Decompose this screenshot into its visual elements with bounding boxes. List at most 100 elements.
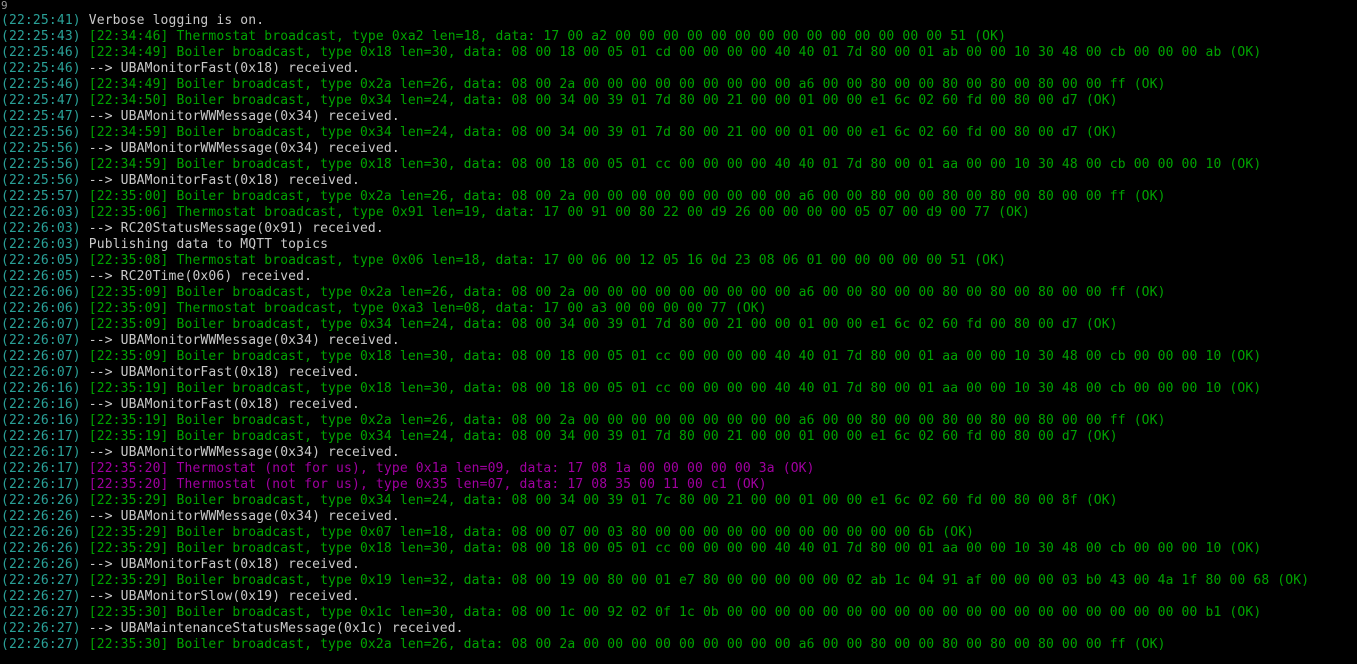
log-line: (22:26:06) [22:35:09] Boiler broadcast, … (0, 285, 1357, 301)
log-timestamp: (22:25:56) (1, 141, 89, 156)
log-timestamp: (22:26:17) (1, 461, 89, 476)
log-timestamp: (22:26:07) (1, 365, 89, 380)
log-line: (22:26:26) [22:35:29] Boiler broadcast, … (0, 525, 1357, 541)
log-line: (22:26:06) [22:35:09] Thermostat broadca… (0, 301, 1357, 317)
log-timestamp: (22:25:41) (1, 13, 89, 28)
log-timestamp: (22:25:57) (1, 189, 89, 204)
log-timestamp: (22:26:16) (1, 413, 89, 428)
log-message: Verbose logging is on. (88, 13, 265, 28)
log-line: (22:26:27) [22:35:30] Boiler broadcast, … (0, 605, 1357, 621)
log-message: [22:35:09] Boiler broadcast, type 0x18 l… (88, 349, 1262, 364)
log-message: [22:35:29] Boiler broadcast, type 0x19 l… (88, 573, 1310, 588)
log-timestamp: (22:25:46) (1, 45, 89, 60)
log-line: (22:26:26) --> UBAMonitorFast(0x18) rece… (0, 557, 1357, 573)
log-message: --> UBAMonitorWWMessage(0x34) received. (88, 109, 400, 124)
log-message: [22:35:30] Boiler broadcast, type 0x2a l… (88, 637, 1166, 652)
log-line: (22:26:07) --> UBAMonitorWWMessage(0x34)… (0, 333, 1357, 349)
log-line: (22:25:56) [22:34:59] Boiler broadcast, … (0, 157, 1357, 173)
log-message: [22:34:49] Boiler broadcast, type 0x2a l… (88, 77, 1166, 92)
log-message: --> UBAMaintenanceStatusMessage(0x1c) re… (88, 621, 464, 636)
log-message: --> UBAMonitorWWMessage(0x34) received. (88, 333, 400, 348)
log-timestamp: (22:26:27) (1, 605, 89, 620)
log-message: --> UBAMonitorFast(0x18) received. (88, 397, 360, 412)
log-line: (22:26:16) [22:35:19] Boiler broadcast, … (0, 413, 1357, 429)
log-message: Publishing data to MQTT topics (88, 237, 329, 252)
log-line: (22:26:03) --> RC20StatusMessage(0x91) r… (0, 221, 1357, 237)
log-timestamp: (22:26:26) (1, 509, 89, 524)
log-line: (22:25:46) [22:34:49] Boiler broadcast, … (0, 77, 1357, 93)
log-timestamp: (22:26:27) (1, 621, 89, 636)
log-timestamp: (22:25:47) (1, 109, 89, 124)
log-message: [22:35:29] Boiler broadcast, type 0x18 l… (88, 541, 1262, 556)
log-timestamp: (22:26:27) (1, 573, 89, 588)
log-line: (22:26:27) --> UBAMonitorSlow(0x19) rece… (0, 589, 1357, 605)
log-timestamp: (22:26:07) (1, 349, 89, 364)
log-timestamp: (22:26:05) (1, 269, 89, 284)
log-message: [22:35:30] Boiler broadcast, type 0x1c l… (88, 605, 1262, 620)
log-message: --> UBAMonitorFast(0x18) received. (88, 173, 360, 188)
log-timestamp: (22:26:26) (1, 541, 89, 556)
log-line: (22:25:56) --> UBAMonitorWWMessage(0x34)… (0, 141, 1357, 157)
log-line: (22:26:17) [22:35:19] Boiler broadcast, … (0, 429, 1357, 445)
log-timestamp: (22:26:26) (1, 493, 89, 508)
log-line: (22:26:26) [22:35:29] Boiler broadcast, … (0, 493, 1357, 509)
log-message: --> UBAMonitorFast(0x18) received. (88, 557, 360, 572)
log-line: (22:26:17) --> UBAMonitorWWMessage(0x34)… (0, 445, 1357, 461)
log-message: [22:35:29] Boiler broadcast, type 0x07 l… (88, 525, 975, 540)
log-line: (22:25:56) [22:34:59] Boiler broadcast, … (0, 125, 1357, 141)
log-line: (22:25:56) --> UBAMonitorFast(0x18) rece… (0, 173, 1357, 189)
log-line: (22:26:03) [22:35:06] Thermostat broadca… (0, 205, 1357, 221)
log-message: [22:35:19] Boiler broadcast, type 0x34 l… (88, 429, 1118, 444)
log-message: [22:35:08] Thermostat broadcast, type 0x… (88, 253, 1007, 268)
log-message: [22:35:09] Thermostat broadcast, type 0x… (88, 301, 767, 316)
log-timestamp: (22:25:43) (1, 29, 89, 44)
log-message: --> UBAMonitorFast(0x18) received. (88, 365, 360, 380)
log-line: (22:25:47) [22:34:50] Boiler broadcast, … (0, 93, 1357, 109)
log-timestamp: (22:25:46) (1, 61, 89, 76)
log-line: (22:25:46) --> UBAMonitorFast(0x18) rece… (0, 61, 1357, 77)
log-line: (22:26:05) [22:35:08] Thermostat broadca… (0, 253, 1357, 269)
log-line: (22:25:46) [22:34:49] Boiler broadcast, … (0, 45, 1357, 61)
log-message: --> UBAMonitorWWMessage(0x34) received. (88, 445, 400, 460)
log-timestamp: (22:26:16) (1, 381, 89, 396)
log-line: (22:26:05) --> RC20Time(0x06) received. (0, 269, 1357, 285)
log-message: --> UBAMonitorWWMessage(0x34) received. (88, 509, 400, 524)
log-message: --> RC20Time(0x06) received. (88, 269, 313, 284)
log-line: (22:25:41) Verbose logging is on. (0, 13, 1357, 29)
scrollback-artifact-glyph: 9 (1, 0, 8, 12)
log-timestamp: (22:26:06) (1, 301, 89, 316)
log-timestamp: (22:26:17) (1, 477, 89, 492)
terminal-log: (22:25:41) Verbose logging is on. (22:25… (0, 13, 1357, 653)
log-message: [22:34:46] Thermostat broadcast, type 0x… (88, 29, 1007, 44)
log-timestamp: (22:25:56) (1, 157, 89, 172)
log-message: [22:35:29] Boiler broadcast, type 0x34 l… (88, 493, 1118, 508)
log-timestamp: (22:26:16) (1, 397, 89, 412)
log-message: [22:34:49] Boiler broadcast, type 0x18 l… (88, 45, 1262, 60)
log-timestamp: (22:26:05) (1, 253, 89, 268)
log-line: (22:26:27) [22:35:30] Boiler broadcast, … (0, 637, 1357, 653)
log-timestamp: (22:26:06) (1, 285, 89, 300)
log-timestamp: (22:26:27) (1, 637, 89, 652)
log-line: (22:25:57) [22:35:00] Boiler broadcast, … (0, 189, 1357, 205)
log-timestamp: (22:25:56) (1, 173, 89, 188)
log-message: [22:35:09] Boiler broadcast, type 0x2a l… (88, 285, 1166, 300)
log-line: (22:26:16) --> UBAMonitorFast(0x18) rece… (0, 397, 1357, 413)
log-timestamp: (22:26:17) (1, 445, 89, 460)
log-timestamp: (22:26:26) (1, 525, 89, 540)
log-line: (22:26:16) [22:35:19] Boiler broadcast, … (0, 381, 1357, 397)
log-timestamp: (22:26:26) (1, 557, 89, 572)
log-timestamp: (22:26:07) (1, 317, 89, 332)
log-line: (22:26:07) [22:35:09] Boiler broadcast, … (0, 349, 1357, 365)
log-timestamp: (22:26:03) (1, 221, 89, 236)
log-timestamp: (22:26:03) (1, 205, 89, 220)
log-line: (22:26:26) --> UBAMonitorWWMessage(0x34)… (0, 509, 1357, 525)
log-timestamp: (22:25:47) (1, 93, 89, 108)
log-timestamp: (22:25:46) (1, 77, 89, 92)
log-line: (22:26:17) [22:35:20] Thermostat (not fo… (0, 477, 1357, 493)
log-timestamp: (22:26:27) (1, 589, 89, 604)
log-timestamp: (22:25:56) (1, 125, 89, 140)
log-message: --> UBAMonitorWWMessage(0x34) received. (88, 141, 400, 156)
log-line: (22:25:43) [22:34:46] Thermostat broadca… (0, 29, 1357, 45)
log-message: [22:35:20] Thermostat (not for us), type… (88, 461, 815, 476)
